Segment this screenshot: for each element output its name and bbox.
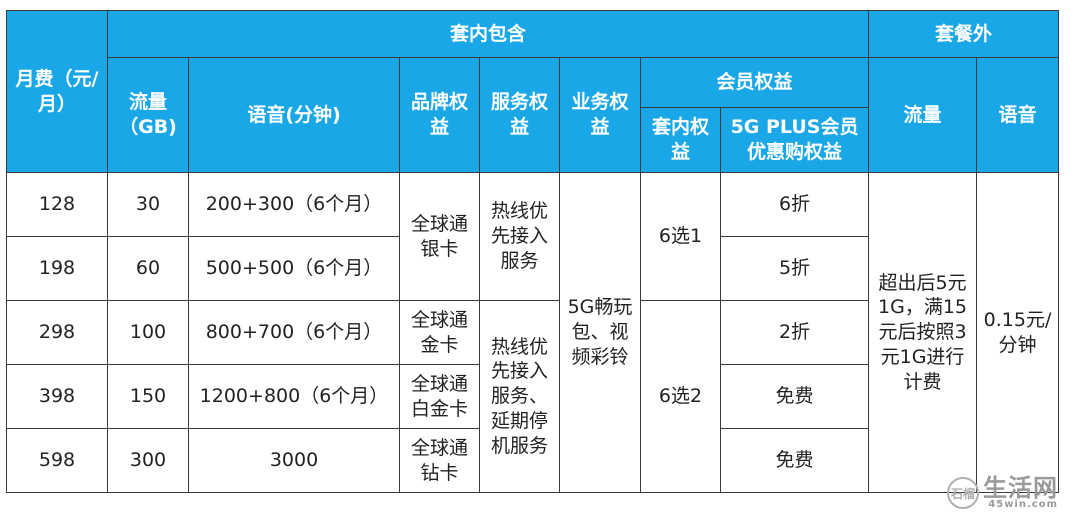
cell-data: 150 [107, 364, 189, 429]
header-in-plan-rights: 套内权益 [640, 107, 721, 173]
header-monthly-fee: 月费（元/月） [6, 10, 108, 173]
header-brand-rights: 品牌权益 [399, 57, 480, 173]
cell-extra-voice-rule: 0.15元/分钟 [976, 172, 1060, 493]
cell-member-choice-1: 6选1 [640, 172, 721, 301]
cell-discount: 6折 [719, 172, 870, 237]
cell-voice: 500+500（6个月） [188, 236, 400, 301]
watermark-text: 生活网 45win.com [983, 476, 1058, 510]
cell-data: 100 [107, 300, 189, 365]
watermark-domain: 45win.com [988, 499, 1058, 510]
header-data-gb: 流量（GB) [107, 57, 189, 173]
cell-brand-diamond: 全球通钻卡 [399, 428, 480, 493]
watermark-main: 生活网 [983, 474, 1058, 502]
cell-extra-data-rule: 超出后5元1G，满15元后按照3元1G进行计费 [868, 172, 978, 493]
site-watermark: 石榴 生活网 45win.com [947, 476, 1058, 510]
cell-data: 60 [107, 236, 189, 301]
cell-fee: 198 [6, 236, 108, 301]
header-extra: 套餐外 [868, 10, 1060, 58]
cell-discount: 免费 [719, 364, 870, 429]
cell-brand-platinum: 全球通白金卡 [399, 364, 480, 429]
header-voice-min: 语音(分钟) [188, 57, 400, 173]
pomegranate-logo-icon: 石榴 [947, 477, 979, 509]
cell-member-choice-2: 6选2 [640, 300, 721, 493]
header-extra-voice: 语音 [976, 57, 1060, 173]
cell-service-advanced: 热线优先接入服务、延期停机服务 [479, 300, 560, 493]
cell-fee: 298 [6, 300, 108, 365]
header-business-rights: 业务权益 [559, 57, 641, 173]
cell-voice: 800+700（6个月） [188, 300, 400, 365]
cell-brand-gold: 全球通金卡 [399, 300, 480, 365]
cell-voice: 200+300（6个月） [188, 172, 400, 237]
cell-data: 30 [107, 172, 189, 237]
cell-discount: 2折 [719, 300, 870, 365]
cell-discount: 5折 [719, 236, 870, 301]
cell-voice: 3000 [188, 428, 400, 493]
cell-brand-silver: 全球通银卡 [399, 172, 480, 301]
cell-fee: 598 [6, 428, 108, 493]
cell-service-basic: 热线优先接入服务 [479, 172, 560, 301]
header-plus-discount: 5G PLUS会员优惠购权益 [719, 107, 870, 173]
cell-business-rights: 5G畅玩包、视频彩铃 [559, 172, 641, 493]
cell-discount: 免费 [719, 428, 870, 493]
cell-fee: 128 [6, 172, 108, 237]
header-included: 套内包含 [106, 10, 870, 58]
cell-fee: 398 [6, 364, 108, 429]
header-service-rights: 服务权益 [479, 57, 560, 173]
header-member-rights: 会员权益 [639, 57, 870, 108]
plan-table: 月费（元/月） 套内包含 套餐外 流量（GB) 语音(分钟) 品牌权益 服务权益… [6, 10, 1060, 493]
cell-voice: 1200+800（6个月） [188, 364, 400, 429]
cell-data: 300 [107, 428, 189, 493]
header-extra-data: 流量 [868, 57, 978, 173]
